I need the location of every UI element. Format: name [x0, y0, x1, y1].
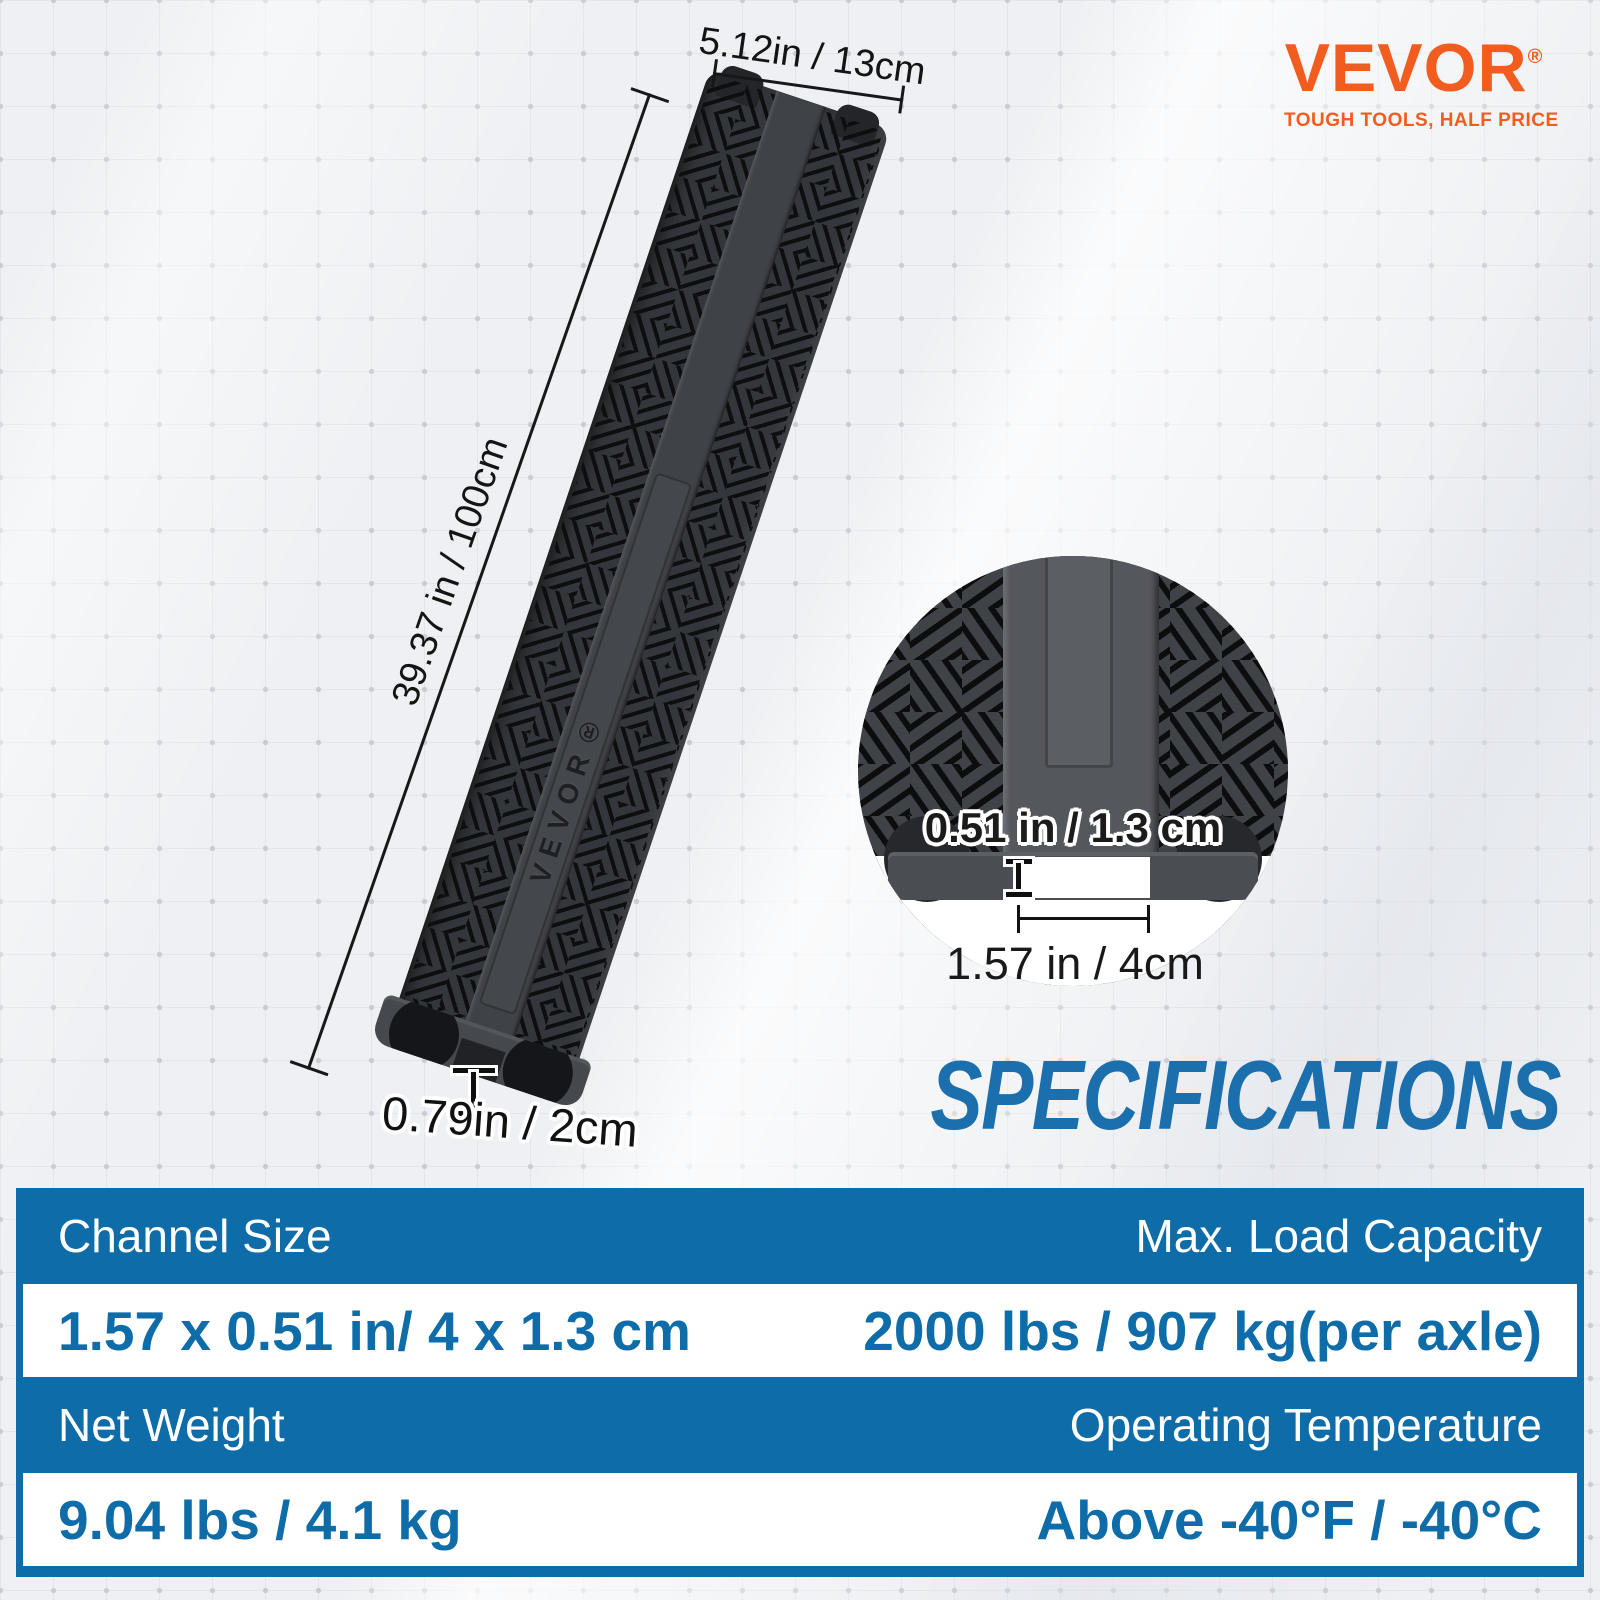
channel-detail-zoom-circle: 0.51 in / 1.3 cm	[858, 556, 1288, 986]
spec-header-max-load: Max. Load Capacity	[1135, 1210, 1542, 1262]
detail-channel-lid	[1003, 556, 1159, 856]
detail-lid-plate	[1045, 556, 1113, 768]
spec-header-net-weight: Net Weight	[58, 1399, 285, 1451]
detail-channel-height-label: 0.51 in / 1.3 cm	[924, 804, 1222, 851]
registered-mark: ®	[1527, 46, 1544, 68]
height-marker-icon	[1004, 859, 1034, 897]
specifications-heading: SPECIFICATIONS	[930, 1040, 1561, 1150]
spec-value-net-weight: 9.04 lbs / 4.1 kg	[58, 1488, 462, 1551]
spec-value-max-load: 2000 lbs / 907 kg(per axle)	[863, 1299, 1542, 1362]
spec-header-operating-temp: Operating Temperature	[1069, 1399, 1542, 1451]
spec-header-channel-size: Channel Size	[58, 1210, 332, 1262]
spec-table: Channel Size Max. Load Capacity 1.57 x 0…	[16, 1188, 1584, 1577]
brand-name: VEVOR®	[1284, 34, 1544, 102]
height-marker-icon	[451, 1068, 497, 1116]
spec-value-row: 1.57 x 0.51 in/ 4 x 1.3 cm 2000 lbs / 90…	[23, 1284, 1577, 1377]
brand-tagline: TOUGH TOOLS, HALF PRICE	[1284, 110, 1559, 131]
spec-header-row: Net Weight Operating Temperature	[16, 1377, 1584, 1473]
brand-name-text: VEVOR	[1284, 30, 1528, 106]
detail-channel-width-label: 1.57 in / 4cm	[946, 938, 1204, 989]
spec-value-channel-size: 1.57 x 0.51 in/ 4 x 1.3 cm	[58, 1299, 691, 1362]
ramp-channel-lid: VEVOR®	[464, 90, 827, 1041]
spec-value-row: 9.04 lbs / 4.1 kg Above -40°F / -40°C	[23, 1473, 1577, 1566]
width-bracket-icon	[1017, 905, 1150, 933]
dimension-channel-height-label: 0.79in / 2cm	[380, 1086, 640, 1157]
dimension-length-label: 39.37 in / 100cm	[383, 431, 517, 711]
detail-channel-opening	[1018, 857, 1150, 898]
brand-logo: VEVOR® TOUGH TOOLS, HALF PRICE	[1284, 34, 1559, 132]
spec-value-operating-temp: Above -40°F / -40°C	[1036, 1488, 1542, 1551]
spec-header-row: Channel Size Max. Load Capacity	[16, 1188, 1584, 1284]
